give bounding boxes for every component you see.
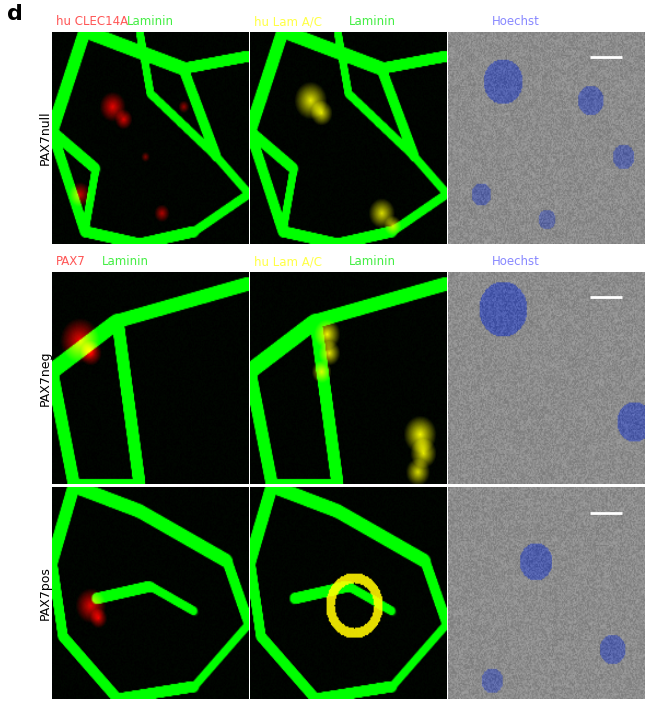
- Text: Laminin: Laminin: [350, 255, 396, 269]
- Text: PAX7neg: PAX7neg: [39, 350, 52, 406]
- Text: hu Lam A/C: hu Lam A/C: [254, 15, 322, 28]
- Text: PAX7: PAX7: [56, 255, 86, 269]
- Text: PAX7pos: PAX7pos: [39, 567, 52, 620]
- Text: Laminin: Laminin: [350, 15, 396, 28]
- Text: Hoechst: Hoechst: [492, 255, 540, 269]
- Text: PAX7null: PAX7null: [39, 110, 52, 165]
- Text: hu CLEC14A: hu CLEC14A: [56, 15, 128, 28]
- Text: Laminin: Laminin: [127, 15, 174, 28]
- Text: Laminin: Laminin: [101, 255, 149, 269]
- Text: Hoechst: Hoechst: [492, 15, 540, 28]
- Text: hu Lam A/C: hu Lam A/C: [254, 255, 322, 269]
- Text: d: d: [6, 4, 22, 23]
